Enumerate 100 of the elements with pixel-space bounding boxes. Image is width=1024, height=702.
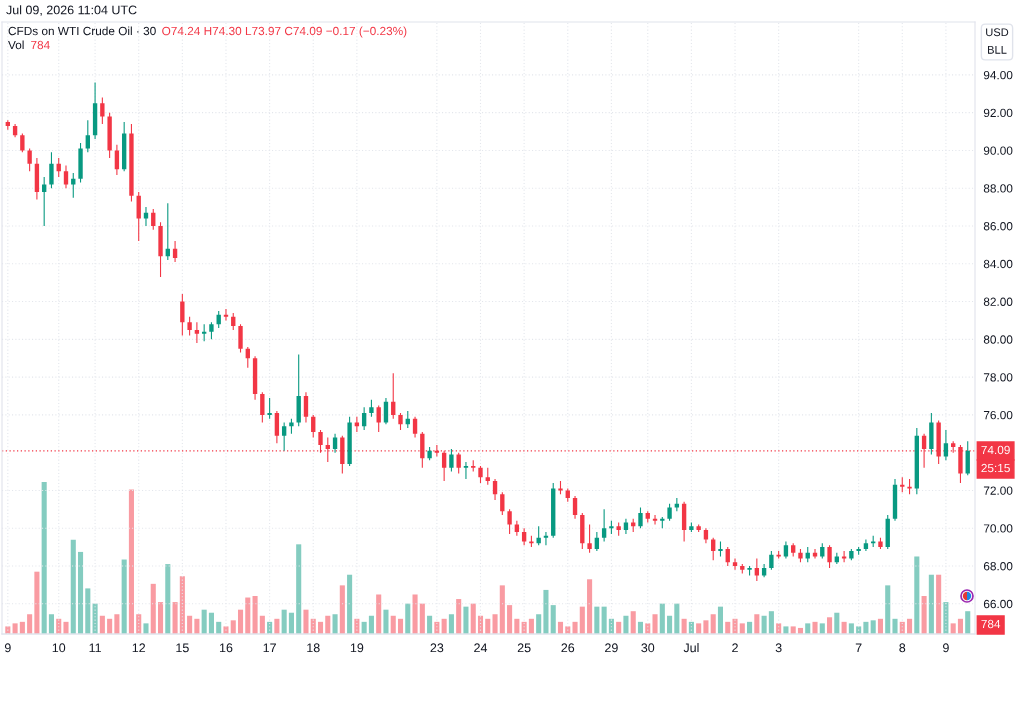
bar xyxy=(936,574,942,634)
candlestick xyxy=(151,209,156,230)
x-tick-label: 10 xyxy=(52,643,66,653)
chart-subtitle: O74.24 H74.30 L73.97 C74.09 −0.17 (−0.23%) xyxy=(162,26,407,38)
candlestick xyxy=(121,122,127,172)
candlestick xyxy=(485,467,490,485)
bar xyxy=(579,606,585,634)
bar xyxy=(587,579,593,634)
candlestick xyxy=(536,526,541,546)
bar xyxy=(201,609,207,634)
bar xyxy=(281,609,287,634)
y-tick-label: 80.00 xyxy=(983,335,1013,344)
x-tick-label: 18 xyxy=(307,643,320,653)
bar xyxy=(717,606,724,634)
candlestick xyxy=(725,547,730,566)
bar xyxy=(405,603,411,634)
candlestick xyxy=(478,465,483,483)
bar xyxy=(470,603,476,634)
bar xyxy=(383,609,389,634)
bar xyxy=(965,611,971,634)
bar xyxy=(245,597,251,634)
bar xyxy=(848,623,854,634)
candlestick xyxy=(449,448,454,472)
bar xyxy=(114,614,120,634)
candlestick xyxy=(856,547,861,555)
bar xyxy=(121,559,127,634)
candlestick xyxy=(776,550,781,559)
bar xyxy=(601,606,607,634)
bar xyxy=(179,576,185,634)
bar xyxy=(63,621,69,634)
bar xyxy=(397,618,404,634)
bar xyxy=(27,614,33,634)
y-tick-label: 82.00 xyxy=(983,297,1013,306)
candlestick xyxy=(601,509,607,542)
candlestick xyxy=(231,312,236,330)
candlestick xyxy=(943,430,949,461)
candlestick xyxy=(194,322,200,344)
candlestick xyxy=(754,558,760,582)
bar xyxy=(85,588,91,634)
x-tick-label: 9 xyxy=(4,643,11,653)
bar xyxy=(659,603,665,634)
candlestick xyxy=(521,528,527,546)
x-tick-label: 7 xyxy=(855,643,862,653)
x-tick-label: 30 xyxy=(641,643,655,653)
x-tick-label: Jul xyxy=(683,643,699,653)
candlestick xyxy=(27,148,32,172)
candlestick xyxy=(289,418,294,434)
bar xyxy=(157,602,164,634)
y-tick-label: 70.00 xyxy=(983,524,1013,533)
candlestick xyxy=(863,539,869,551)
candlestick xyxy=(594,532,600,551)
candlestick xyxy=(783,541,789,559)
bar xyxy=(950,623,956,634)
candlestick xyxy=(252,356,258,400)
bar xyxy=(667,615,673,634)
y-tick-label: 88.00 xyxy=(983,184,1013,193)
bar xyxy=(48,614,54,634)
candlestick xyxy=(238,324,243,353)
bar xyxy=(790,626,796,634)
candlestick xyxy=(681,501,687,542)
candlestick xyxy=(274,411,280,444)
candlestick xyxy=(85,120,90,153)
chart-title: CFDs on WTI Crude Oil · 30 xyxy=(8,26,156,36)
candlestick xyxy=(92,82,98,140)
x-tick-label: 9 xyxy=(943,643,949,653)
candlestick xyxy=(747,566,752,576)
bar xyxy=(41,482,47,634)
candlestick xyxy=(769,550,774,570)
candlestick xyxy=(507,509,512,534)
candlestick xyxy=(34,158,40,200)
bar xyxy=(623,615,629,634)
x-tick-label: 11 xyxy=(89,643,101,653)
candlestick xyxy=(965,441,970,476)
bar xyxy=(703,620,709,634)
x-tick-label: 3 xyxy=(775,643,782,653)
bar xyxy=(77,551,84,634)
candlestick xyxy=(892,479,898,521)
candlestick xyxy=(667,503,672,521)
bar xyxy=(347,574,353,634)
y-tick-label: 76.00 xyxy=(983,410,1013,420)
bar xyxy=(732,618,738,634)
bar xyxy=(630,611,636,634)
candlestick xyxy=(427,447,432,461)
x-tick-label: 16 xyxy=(219,643,233,653)
candlestick xyxy=(383,397,389,425)
candlestick xyxy=(827,545,832,568)
bar xyxy=(237,609,244,634)
candlestick xyxy=(718,541,723,557)
bar xyxy=(885,585,891,634)
bar xyxy=(907,618,913,634)
bar xyxy=(419,603,425,634)
bar xyxy=(761,615,767,634)
candlestick xyxy=(187,316,192,336)
candlestick xyxy=(703,528,709,544)
y-tick-label: 66.00 xyxy=(983,599,1013,609)
bar xyxy=(572,621,578,634)
bar xyxy=(507,605,513,634)
candlestick xyxy=(267,397,272,419)
candlestick xyxy=(791,543,796,557)
bar xyxy=(819,623,825,634)
